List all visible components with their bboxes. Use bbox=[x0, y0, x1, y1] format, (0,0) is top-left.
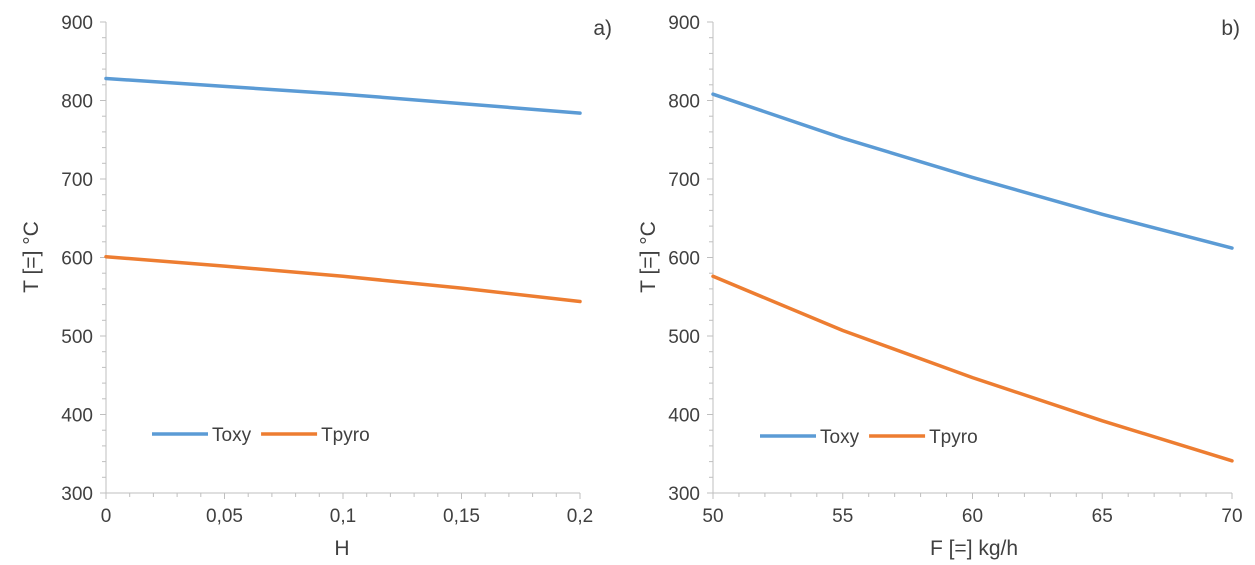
y-tick-label: 800 bbox=[668, 92, 700, 113]
x-axis-title: H bbox=[334, 537, 349, 560]
x-tick-label: 70 bbox=[1221, 506, 1242, 527]
x-tick-label: 0 bbox=[101, 506, 112, 527]
y-axis-title: T [=] °C bbox=[20, 221, 43, 293]
y-tick-label: 900 bbox=[668, 13, 700, 34]
x-tick-label: 0,1 bbox=[330, 506, 356, 527]
y-axis-title: T [=] °C bbox=[637, 221, 660, 293]
x-tick-label: 65 bbox=[1092, 506, 1113, 527]
x-tick-label: 0,2 bbox=[567, 506, 593, 527]
x-axis-title: F [=] kg/h bbox=[930, 537, 1018, 560]
y-tick-label: 400 bbox=[61, 406, 93, 427]
x-tick-label: 0,15 bbox=[443, 506, 480, 527]
y-tick-label: 300 bbox=[668, 484, 700, 505]
y-tick-label: 300 bbox=[61, 484, 93, 505]
y-tick-label: 800 bbox=[61, 92, 93, 113]
y-tick-label: 400 bbox=[668, 406, 700, 427]
y-tick-label: 700 bbox=[668, 170, 700, 191]
chart-panel-a: T [=] °C H a) 300 400 500 600 700 800 900 0 0,05… bbox=[20, 13, 612, 560]
x-tick-label: 55 bbox=[832, 506, 853, 527]
y-tick-label: 600 bbox=[668, 249, 700, 270]
chart-panel-b: T [=] °C F [=] kg/h b) 300 400 500 600 700 80… bbox=[637, 13, 1243, 560]
series-line-toxy bbox=[711, 92, 1234, 250]
series-line-toxy bbox=[104, 76, 582, 115]
legend-label: Toxy bbox=[820, 427, 860, 448]
legend-label: Tpyro bbox=[929, 427, 978, 448]
panel-label: a) bbox=[593, 17, 612, 40]
y-tick-label: 900 bbox=[61, 13, 93, 34]
series-line-tpyro bbox=[711, 274, 1234, 463]
x-tick-label: 50 bbox=[702, 506, 723, 527]
x-tick-label: 60 bbox=[962, 506, 983, 527]
legend-label: Tpyro bbox=[321, 425, 370, 446]
panel-label: b) bbox=[1221, 17, 1240, 40]
y-tick-label: 500 bbox=[61, 327, 93, 348]
legend-label: Toxy bbox=[212, 425, 252, 446]
y-tick-label: 600 bbox=[61, 249, 93, 270]
x-tick-label: 0,05 bbox=[206, 506, 243, 527]
y-tick-label: 700 bbox=[61, 170, 93, 191]
y-tick-label: 500 bbox=[668, 327, 700, 348]
series-line-tpyro bbox=[104, 254, 582, 304]
